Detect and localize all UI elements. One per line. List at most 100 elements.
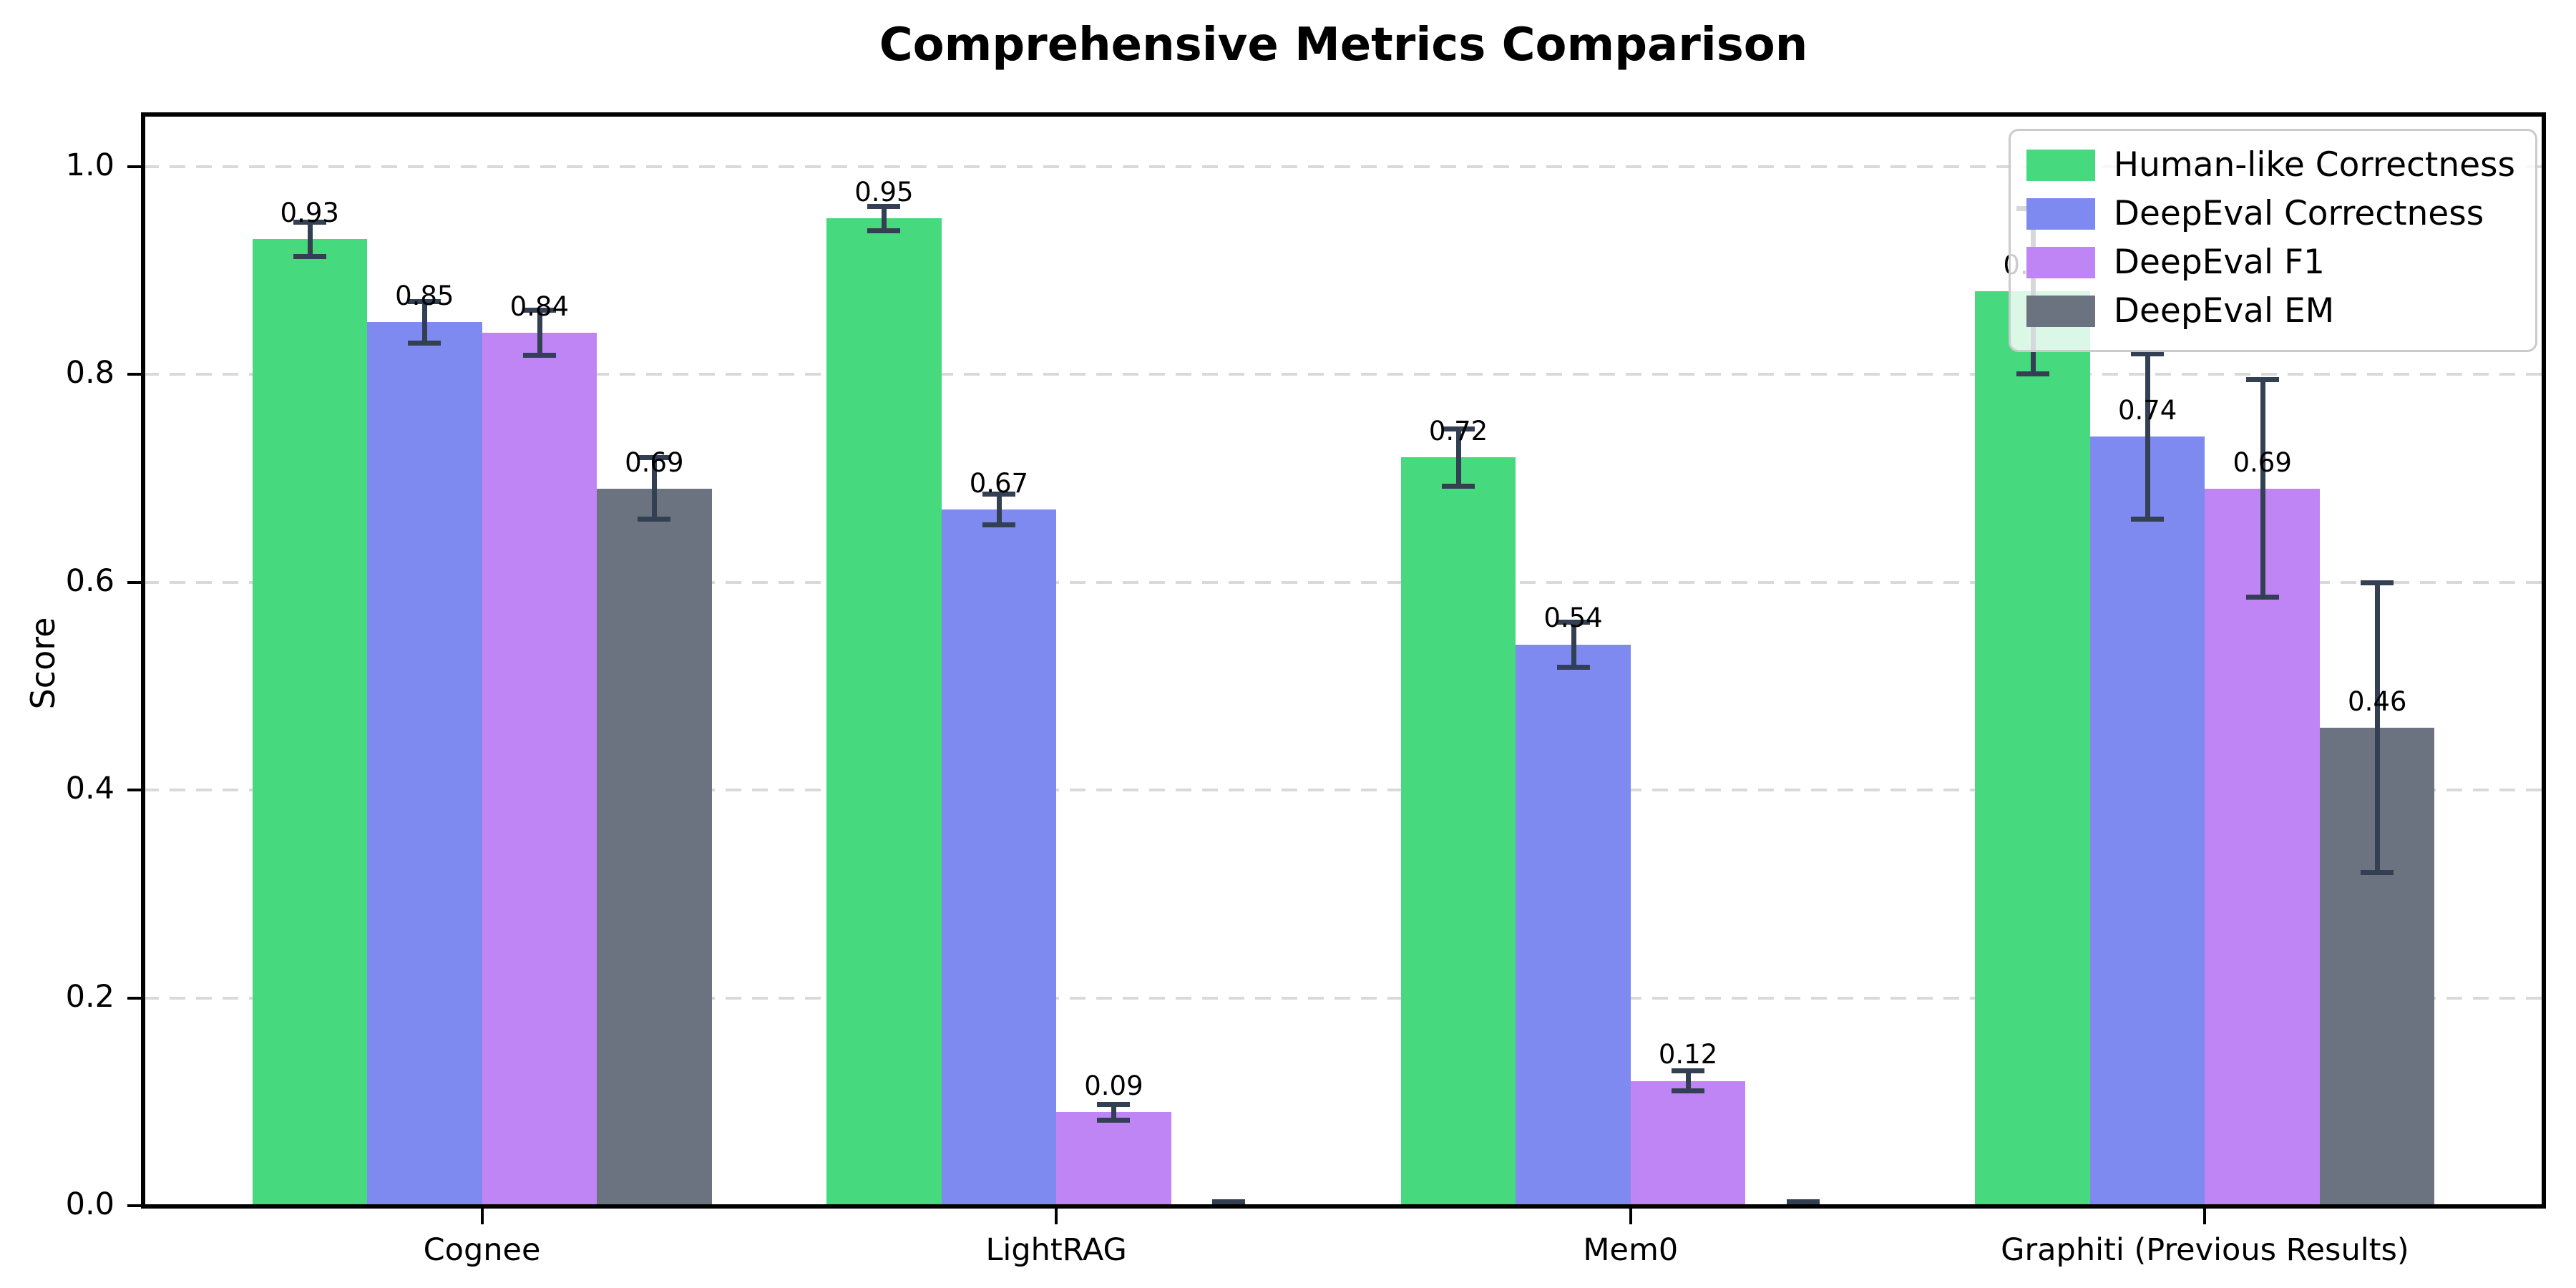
bar-deepeval-f1 bbox=[1056, 1112, 1171, 1206]
bar-value-label: 0.12 bbox=[1658, 1039, 1718, 1070]
bar-deepeval-correctness bbox=[2089, 436, 2205, 1206]
error-bar bbox=[1686, 1070, 1692, 1092]
bar-value-label: 0.09 bbox=[1084, 1070, 1143, 1101]
error-bar-cap-top bbox=[1211, 1199, 1245, 1205]
bar-value-label: 0.85 bbox=[395, 280, 454, 312]
legend-label: DeepEval EM bbox=[2113, 291, 2335, 331]
bar-value-label: 0.95 bbox=[854, 176, 914, 208]
chart-title: Comprehensive Metrics Comparison bbox=[879, 19, 1808, 72]
x-tick-mark bbox=[480, 1209, 484, 1224]
bar-human-like-correctness bbox=[826, 218, 942, 1206]
y-tick-mark bbox=[127, 373, 143, 376]
error-bar-cap-bottom bbox=[867, 228, 901, 233]
y-tick-label: 0.4 bbox=[65, 771, 114, 807]
bar-human-like-correctness bbox=[252, 239, 368, 1206]
error-bar-cap-bottom bbox=[293, 253, 326, 259]
error-bar bbox=[996, 494, 1002, 525]
error-bar bbox=[1456, 428, 1462, 487]
error-bar bbox=[652, 457, 658, 520]
bar-deepeval-correctness bbox=[367, 322, 482, 1206]
error-bar bbox=[882, 205, 887, 231]
x-tick-mark bbox=[1055, 1209, 1058, 1224]
gridline bbox=[143, 580, 2544, 584]
error-bar-cap-top bbox=[2361, 580, 2394, 585]
legend-item: DeepEval F1 bbox=[2026, 243, 2515, 282]
gridline bbox=[143, 373, 2544, 376]
legend-item: DeepEval EM bbox=[2026, 291, 2515, 331]
error-bar-cap-bottom bbox=[522, 352, 556, 358]
bar-deepeval-em bbox=[597, 488, 712, 1206]
error-bar-cap-top bbox=[2131, 351, 2165, 357]
bar-deepeval-correctness bbox=[1516, 644, 1631, 1206]
x-tick-label: Mem0 bbox=[1583, 1232, 1679, 1268]
plot-area: Human-like Correctness DeepEval Correctne… bbox=[143, 114, 2544, 1206]
x-tick-mark bbox=[1629, 1209, 1632, 1224]
y-tick-label: 0.8 bbox=[65, 355, 114, 391]
y-tick-mark bbox=[127, 996, 143, 1000]
error-bar bbox=[2375, 582, 2381, 874]
y-tick-label: 0.2 bbox=[65, 978, 114, 1015]
error-bar-cap-top bbox=[293, 219, 326, 225]
error-bar-cap-top bbox=[1786, 1199, 1820, 1205]
bar-value-label: 0.72 bbox=[1428, 415, 1488, 447]
right-spine bbox=[2542, 112, 2546, 1209]
error-bar bbox=[422, 301, 428, 343]
error-bar-cap-bottom bbox=[408, 340, 441, 346]
bar-value-label: 0.54 bbox=[1543, 602, 1603, 634]
x-tick-label: Cognee bbox=[423, 1232, 541, 1268]
gridline bbox=[143, 165, 2544, 168]
y-tick-mark bbox=[127, 1204, 143, 1207]
error-bar-cap-top bbox=[522, 308, 556, 313]
error-bar-cap-bottom bbox=[1556, 664, 1590, 670]
bar-value-label: 0.67 bbox=[969, 467, 1029, 499]
bar-deepeval-f1 bbox=[2205, 488, 2320, 1206]
bar-value-label: 0.46 bbox=[2348, 686, 2407, 717]
top-spine bbox=[141, 112, 2546, 117]
error-bar-cap-bottom bbox=[2245, 595, 2279, 600]
bar-human-like-correctness bbox=[1400, 457, 1516, 1206]
y-tick-label: 0.6 bbox=[65, 562, 114, 599]
legend-swatch bbox=[2026, 246, 2095, 278]
bar-value-label: 0.69 bbox=[625, 447, 684, 478]
y-tick-label: 0.0 bbox=[65, 1186, 114, 1222]
x-tick-label: Graphiti (Previous Results) bbox=[2001, 1232, 2409, 1268]
legend-swatch bbox=[2026, 149, 2095, 181]
bar-deepeval-correctness bbox=[941, 509, 1057, 1206]
error-bar-cap-top bbox=[867, 203, 901, 209]
error-bar-cap-top bbox=[1672, 1068, 1705, 1074]
error-bar bbox=[2145, 353, 2151, 520]
error-bar-cap-top bbox=[2245, 377, 2279, 383]
bar-value-label: 0.93 bbox=[280, 197, 339, 228]
error-bar-cap-bottom bbox=[982, 522, 1015, 527]
legend-label: DeepEval Correctness bbox=[2113, 194, 2484, 233]
error-bar-cap-bottom bbox=[2131, 517, 2165, 522]
error-bar bbox=[307, 221, 313, 257]
error-bar-cap-top bbox=[638, 455, 671, 461]
y-tick-label: 1.0 bbox=[65, 147, 114, 183]
y-axis-line bbox=[141, 112, 145, 1209]
bar-value-label: 0.74 bbox=[2117, 394, 2177, 426]
error-bar-cap-top bbox=[1556, 619, 1590, 625]
error-bar-cap-bottom bbox=[638, 517, 671, 522]
error-bar-cap-bottom bbox=[2361, 870, 2394, 876]
error-bar bbox=[2260, 379, 2265, 598]
y-tick-mark bbox=[127, 789, 143, 792]
x-axis-line bbox=[141, 1204, 2546, 1209]
legend-swatch bbox=[2026, 295, 2095, 327]
error-bar-cap-top bbox=[1097, 1101, 1131, 1107]
error-bar-cap-top bbox=[408, 299, 441, 305]
error-bar bbox=[537, 310, 542, 356]
legend-label: DeepEval F1 bbox=[2113, 243, 2325, 282]
bar-human-like-correctness bbox=[1975, 291, 2090, 1206]
error-bar-cap-bottom bbox=[1097, 1117, 1131, 1123]
error-bar-cap-top bbox=[1442, 426, 1475, 431]
x-tick-mark bbox=[2203, 1209, 2207, 1224]
error-bar bbox=[1571, 621, 1576, 668]
error-bar-cap-bottom bbox=[1672, 1088, 1705, 1094]
gridline bbox=[143, 996, 2544, 1000]
bar-value-label: 0.84 bbox=[509, 291, 569, 322]
legend-swatch bbox=[2026, 197, 2095, 230]
error-bar-cap-bottom bbox=[2016, 371, 2049, 377]
x-tick-label: LightRAG bbox=[985, 1232, 1127, 1268]
